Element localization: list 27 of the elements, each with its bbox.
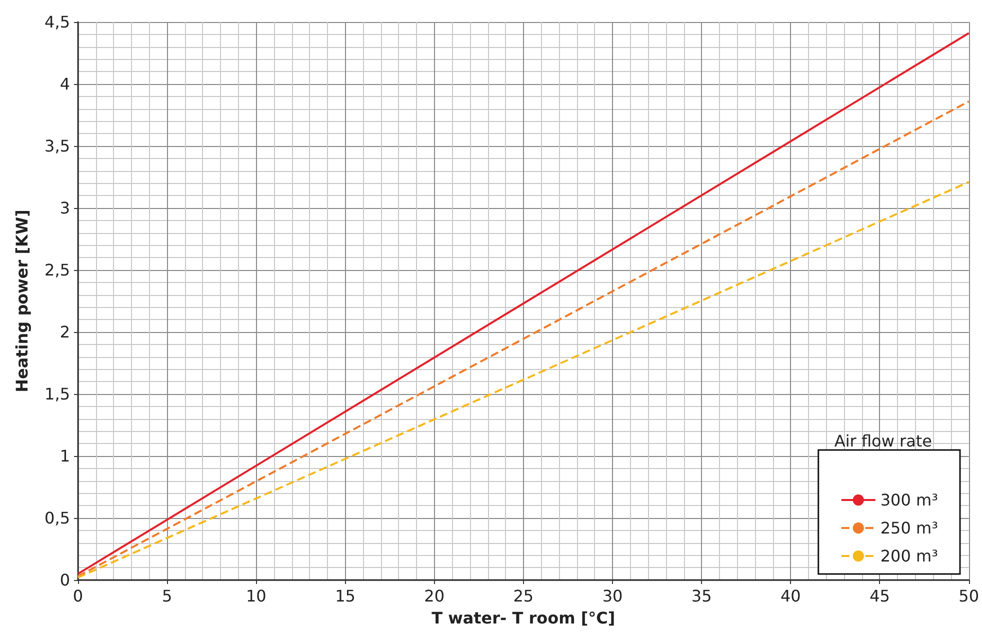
y-tick-label: 1	[60, 446, 70, 466]
x-tick-label: 45	[870, 586, 890, 606]
y-tick-label: 3,5	[44, 136, 70, 156]
x-tick-label: 10	[246, 586, 266, 606]
y-tick-label: 1,5	[44, 384, 70, 404]
y-tick-label: 4,5	[44, 12, 70, 32]
legend-label: 200 m³	[880, 546, 938, 566]
legend-label: 250 m³	[880, 518, 938, 538]
x-tick-label: 15	[335, 586, 356, 606]
y-tick-label: 3	[60, 198, 70, 218]
x-tick-label: 50	[958, 586, 979, 606]
x-tick-label: 5	[162, 586, 172, 606]
x-tick-label: 30	[602, 586, 623, 606]
x-tick-label: 20	[424, 586, 445, 606]
legend-title: Air flow rate	[834, 432, 932, 450]
x-tick-label: 0	[72, 586, 84, 606]
y-tick-label: 2,5	[44, 260, 70, 280]
y-tick-label: 2	[60, 322, 70, 342]
legend-label: 300 m³	[880, 490, 938, 510]
x-tick-label: 40	[780, 586, 801, 606]
y-axis-title: Heating power [KW]	[12, 210, 32, 392]
x-tick-label: 25	[513, 586, 534, 606]
y-tick-label: 0	[60, 570, 70, 590]
x-axis-title: T water- T room [°C]	[432, 608, 616, 628]
x-tick-label: 35	[691, 586, 712, 606]
y-tick-label: 0,5	[44, 508, 70, 528]
y-tick-label: 4	[60, 74, 70, 94]
